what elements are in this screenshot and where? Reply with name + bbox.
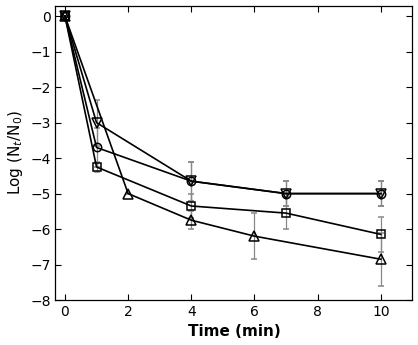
Y-axis label: Log (N$_t$/N$_0$): Log (N$_t$/N$_0$) xyxy=(5,110,25,195)
X-axis label: Time (min): Time (min) xyxy=(188,324,280,339)
